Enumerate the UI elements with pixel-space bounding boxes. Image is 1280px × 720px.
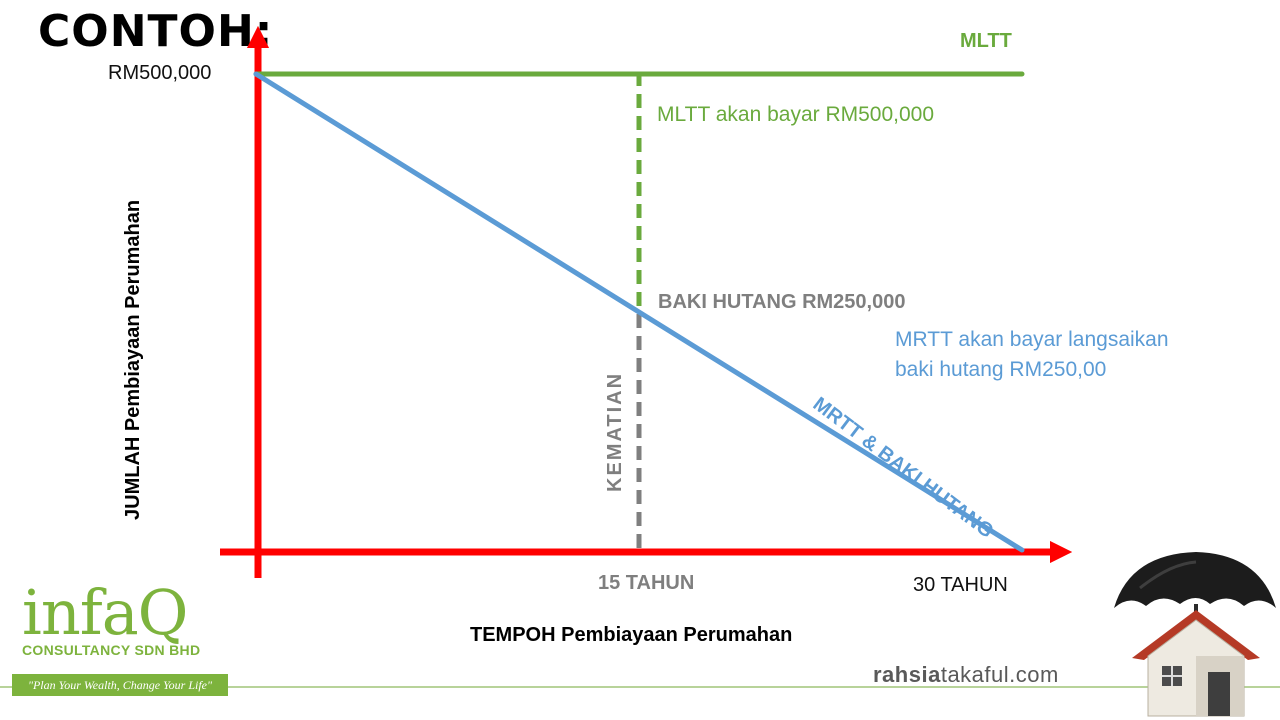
y-axis-title: JUMLAH Pembiayaan Perumahan xyxy=(122,199,144,520)
annotation-baki-hutang: BAKI HUTANG RM250,000 xyxy=(658,291,906,313)
event-label-kematian: KEMATIAN xyxy=(604,371,626,492)
x-tick-label: 15 TAHUN xyxy=(598,572,695,594)
website-bold: rahsia xyxy=(873,662,941,687)
series-line-mrtt xyxy=(253,71,1025,553)
umbrella-house-icon xyxy=(1114,552,1276,717)
annotation-mrtt: MRTT akan bayar langsaikan baki hutang R… xyxy=(895,325,1169,385)
annotation-mrtt-line1: MRTT akan bayar langsaikan xyxy=(895,328,1169,351)
slide-title: CONTOH: xyxy=(38,6,274,57)
footer-divider xyxy=(0,686,1280,688)
series-label-mltt: MLTT xyxy=(960,30,1012,52)
house-door xyxy=(1208,672,1230,716)
annotation-mrtt-line2: baki hutang RM250,00 xyxy=(895,358,1107,381)
company-name: CONSULTANCY SDN BHD xyxy=(22,642,201,658)
x-tick-label: 30 TAHUN xyxy=(913,574,1008,596)
y-tick-label: RM500,000 xyxy=(108,62,212,84)
annotation-mltt: MLTT akan bayar RM500,000 xyxy=(657,103,935,126)
company-tagline: "Plan Your Wealth, Change Your Life" xyxy=(12,674,228,696)
logo-wordmark: infaQ xyxy=(22,576,189,649)
company-logo: infaQ CONSULTANCY SDN BHD xyxy=(22,576,201,659)
umbrella-canopy xyxy=(1114,552,1276,608)
website-rest: takaful.com xyxy=(940,662,1059,687)
x-axis-title: TEMPOH Pembiayaan Perumahan xyxy=(470,624,793,646)
website-label: rahsiatakaful.com xyxy=(873,662,1059,688)
